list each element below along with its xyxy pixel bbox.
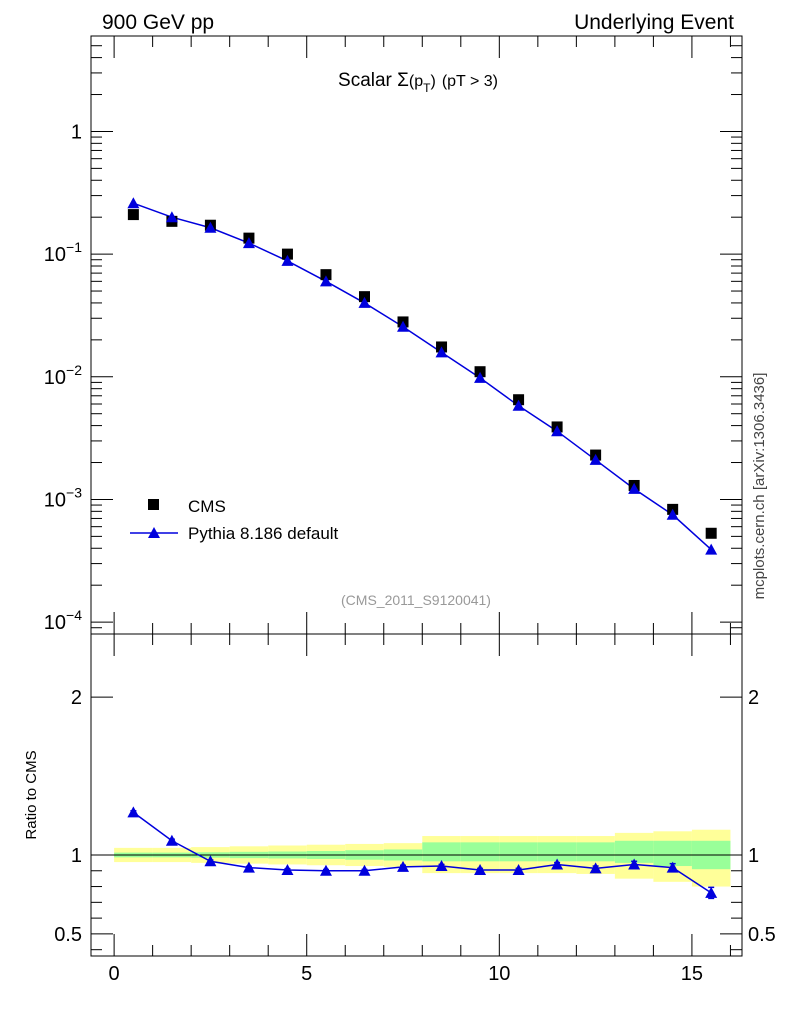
cms-data-point xyxy=(320,269,332,281)
y-tick-label: 1 xyxy=(71,121,82,143)
y-tick-label-base: 10 xyxy=(44,489,66,511)
pythia-data-point xyxy=(474,371,487,383)
pythia-data-point xyxy=(666,508,679,520)
ratio-band-inner xyxy=(460,842,500,862)
ratio-y-tick-label-right: 2 xyxy=(748,687,759,709)
x-tick-label: 0 xyxy=(109,963,120,985)
pythia-data-point xyxy=(435,346,448,358)
pythia-data-point xyxy=(397,320,410,332)
cms-data-point xyxy=(513,394,525,406)
legend: CMS Pythia 8.186 default xyxy=(130,497,339,543)
x-tick-label: 5 xyxy=(301,963,312,985)
plot-title-cut: (pT > 3) xyxy=(442,73,498,90)
cms-data-point xyxy=(127,209,139,221)
cms-data-point xyxy=(705,527,717,539)
cms-data-point xyxy=(474,366,486,378)
side-citation-label: mcplots.cern.ch [arXiv:1306.3436] xyxy=(751,373,768,600)
ratio-y-tick-label-right: 0.5 xyxy=(748,924,776,946)
ratio-band-inner xyxy=(576,842,615,862)
ratio-data-point xyxy=(397,860,410,872)
ratio-y-tick-label: 2 xyxy=(71,687,82,709)
pythia-data-point xyxy=(589,453,602,465)
ratio-data-point xyxy=(435,860,448,872)
pythia-data-point xyxy=(127,197,140,209)
pythia-data-point xyxy=(319,275,332,287)
plot-title-prefix: Scalar xyxy=(338,70,397,91)
ratio-band-inner xyxy=(537,842,577,862)
y-tick-label: 10−3 xyxy=(44,484,82,511)
pythia-line xyxy=(133,202,712,551)
ratio-band-inner xyxy=(614,840,654,863)
ratio-y-tick-label-right: 1 xyxy=(748,845,759,867)
header-right: Underlying Event xyxy=(574,11,734,34)
y-tick-label-base: 10 xyxy=(44,612,66,634)
ratio-band-inner xyxy=(499,842,538,862)
ratio-data-point xyxy=(281,863,294,875)
y-tick-label-exponent: −3 xyxy=(66,484,82,500)
ratio-y-tick-label: 0.5 xyxy=(54,924,82,946)
legend-marker-cms xyxy=(148,499,159,510)
y-tick-label: 10−4 xyxy=(44,607,82,634)
ratio-data-point xyxy=(551,858,564,870)
plot-title: Scalar Σ(pT) (pT > 3) xyxy=(338,70,498,95)
pythia-data-point xyxy=(628,482,641,494)
main-plot: 10−410−310−210−11 Scalar Σ(pT) (pT > 3) (… xyxy=(44,35,743,635)
x-tick-label: 10 xyxy=(488,963,510,985)
pythia-data-point xyxy=(204,221,217,233)
x-tick-label: 15 xyxy=(681,963,703,985)
ratio-data-point xyxy=(204,855,217,867)
cms-data-point xyxy=(281,248,293,260)
plot-title-sigma: Σ xyxy=(397,70,409,91)
plot-title-open: (p xyxy=(409,73,423,90)
pythia-data-point xyxy=(551,425,564,437)
ratio-data-point xyxy=(319,864,332,876)
ratio-data-point xyxy=(512,863,525,875)
ratio-band-inner xyxy=(422,842,461,862)
y-tick-label-base: 10 xyxy=(44,244,66,266)
legend-label-cms: CMS xyxy=(188,497,226,516)
y-tick-label: 10−2 xyxy=(44,362,82,389)
y-tick-label: 10−1 xyxy=(44,239,82,266)
pythia-data-point xyxy=(165,211,178,223)
y-tick-label-exponent: −4 xyxy=(66,607,82,623)
ratio-plot: 0 5 10 15 0.5 0.5 1 1 2 2 Ratio to CMS xyxy=(23,633,776,985)
ratio-plot-frame xyxy=(90,633,743,957)
pythia-data-point xyxy=(242,237,255,249)
ratio-data-point xyxy=(165,834,178,846)
plot-title-close: ) xyxy=(430,73,435,90)
ratio-y-tick-label: 1 xyxy=(71,845,82,867)
cms-data-point xyxy=(358,291,370,303)
ratio-data-point xyxy=(628,858,641,870)
legend-marker-pythia xyxy=(148,527,160,538)
y-tick-label-base: 1 xyxy=(71,121,82,143)
y-tick-label-exponent: −1 xyxy=(66,239,82,255)
ratio-data-point xyxy=(589,862,602,874)
plot-title-sub: T xyxy=(423,81,431,95)
y-tick-label-exponent: −2 xyxy=(66,362,82,378)
watermark-label: (CMS_2011_S9120041) xyxy=(341,592,491,608)
legend-label-pythia: Pythia 8.186 default xyxy=(188,524,339,543)
ratio-data-point xyxy=(242,861,255,873)
header-left: 900 GeV pp xyxy=(102,11,214,34)
ratio-pythia-line xyxy=(132,811,712,894)
ratio-y-axis-label: Ratio to CMS xyxy=(23,750,40,839)
ratio-data-point xyxy=(474,863,487,875)
pythia-data-point xyxy=(358,296,371,308)
pythia-data-point xyxy=(705,543,718,555)
ratio-data-point xyxy=(127,806,140,818)
ratio-data-point xyxy=(705,886,718,898)
ratio-data-point xyxy=(358,864,371,876)
y-tick-label-base: 10 xyxy=(44,367,66,389)
pythia-data-point xyxy=(512,399,525,411)
pythia-data-point xyxy=(281,254,294,266)
ratio-data-point xyxy=(666,861,679,873)
